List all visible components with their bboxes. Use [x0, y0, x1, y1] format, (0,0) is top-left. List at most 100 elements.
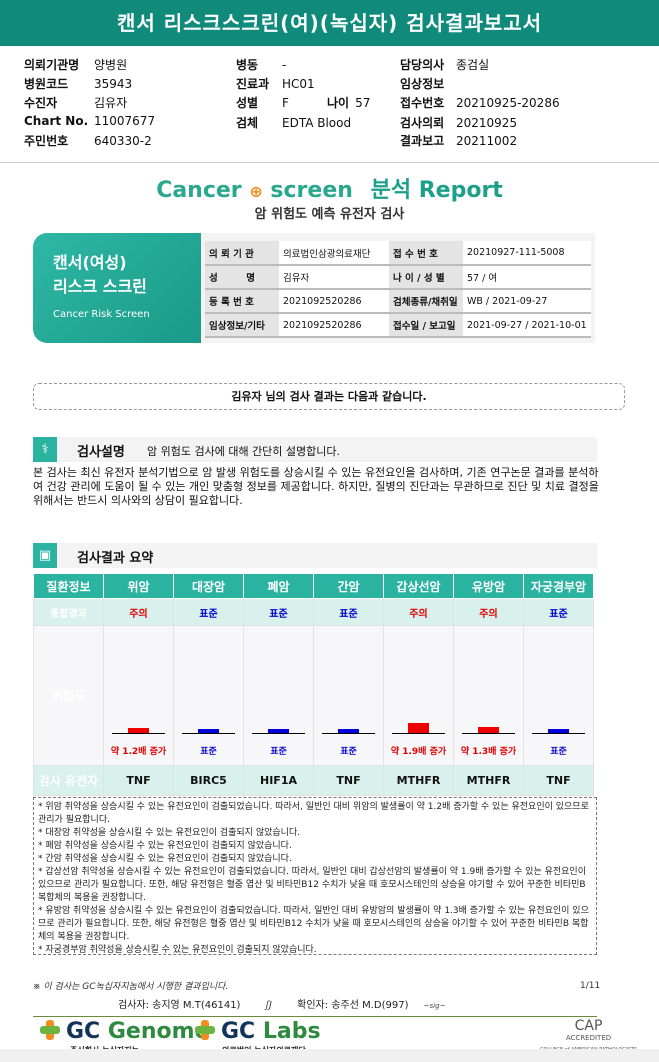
note-item: * 자궁경부암 취약성을 상승시킬 수 있는 유전요인이 검출되지 않았습니다. [38, 945, 317, 955]
info-label: 임상정보 [400, 77, 445, 91]
patient-value: 김유자 [279, 265, 389, 290]
patient-label: 나 이 / 성 별 [389, 265, 463, 290]
disease-header: 갑상선암 [383, 573, 454, 599]
gene-name: TNF [523, 765, 594, 796]
risk-bar [338, 729, 359, 733]
overall-result: 주의 [103, 598, 174, 626]
desc-section-header: ⚕ 검사설명 암 위험도 검사에 대해 간단히 설명합니다. [33, 437, 597, 462]
result-notes: * 위암 취약성을 상승시킬 수 있는 유전요인이 검출되었습니다. 따라서, … [33, 797, 597, 955]
info-field: 검체 EDTA Blood [236, 114, 351, 131]
info-label: 결과보고 [400, 134, 445, 148]
info-field: 병원코드 35943 [24, 75, 132, 92]
info-label: 의뢰기관명 [24, 58, 80, 72]
card-line2: 리스크 스크린 [53, 277, 147, 296]
risk-label: 표준 [550, 747, 567, 757]
gene-name: MTHFR [383, 765, 454, 796]
logo-report: 분석 Report [370, 178, 503, 203]
info-value: 20210925-20286 [456, 96, 560, 110]
patient-value: 20210927-111-5008 [463, 241, 591, 266]
risk-baseline [322, 694, 375, 734]
row-label-overall: 종합결과 [33, 598, 104, 626]
patient-label: 성 명 [205, 265, 279, 290]
patient-label: 접 수 번 호 [389, 241, 463, 266]
product-card: 캔서(여성) 리스크 스크린 Cancer Risk Screen [33, 233, 201, 343]
gc-labs-logo: GC Labs [195, 1019, 321, 1044]
results-table: 질환정보 위암 대장암 폐암 간암 갑상선암 유방암 자궁경부암 종합결과 주의 표준 표준 표준 주의… [33, 573, 594, 796]
risk-baseline [462, 694, 515, 734]
info-field: 병동 - [236, 56, 286, 73]
footer-divider [33, 1016, 597, 1017]
confirmer-signature-icon: ~sig~ [423, 1002, 446, 1010]
info-field: 진료과 HC01 [236, 75, 315, 92]
signatures: 검사자: 송지영 M.T(46141) ʃJ 확인자: 송주선 M.D(997)… [118, 996, 445, 1011]
info-label: 병동 [236, 58, 259, 72]
info-field: 주민번호 640330-2 [24, 132, 152, 149]
risk-bar [548, 729, 569, 733]
info-field: Chart No. 11007677 [24, 114, 155, 128]
note-item: * 위암 취약성을 상승시킬 수 있는 유전요인이 검출되었습니다. 따라서, … [38, 802, 589, 825]
tester-signature-icon: ʃJ [265, 1000, 272, 1011]
confirmer: 확인자: 송주선 M.D(997) [297, 1000, 409, 1011]
report-subtitle: 암 위험도 예측 유전자 검사 [254, 207, 405, 222]
logo-cancer: Cancer [156, 178, 242, 203]
gene-name: MTHFR [453, 765, 524, 796]
desc-text: 본 검사는 최신 유전자 분석기법으로 암 발생 위험도를 상승시킬 수 있는 … [33, 466, 599, 507]
bottom-bar [0, 1049, 659, 1062]
info-value: 11007677 [94, 114, 156, 128]
card-en: Cancer Risk Screen [53, 309, 150, 320]
info-value: EDTA Blood [282, 116, 352, 130]
age-value: 57 [355, 96, 371, 110]
risk-cell: 표준 [243, 625, 314, 766]
patient-row: 성 명 김유자 나 이 / 성 별 57 / 여 [205, 265, 591, 290]
info-field: 의뢰기관명 양병원 [24, 56, 127, 73]
result-banner: 김유자 님의 검사 결과는 다음과 같습니다. [33, 383, 625, 410]
patient-row: 의 뢰 기 관 의료법인삼광의료재단 접 수 번 호 20210927-111-500… [205, 241, 591, 266]
divider [0, 162, 659, 163]
disease-header: 대장암 [173, 573, 244, 599]
risk-baseline [112, 694, 165, 734]
risk-label: 표준 [200, 747, 217, 757]
info-label: 검사의뢰 [400, 116, 445, 130]
summary-title: 검사결과 요약 [77, 551, 154, 566]
logo-screen: screen [270, 178, 353, 203]
patient-label: 의 뢰 기 관 [205, 241, 279, 266]
risk-baseline [252, 694, 305, 734]
row-label-disease: 질환정보 [33, 573, 104, 599]
desc-title: 검사설명 [77, 445, 125, 460]
patient-label: 등 록 번 호 [205, 289, 279, 314]
patient-value: 2021-09-27 / 2021-10-01 [463, 313, 591, 338]
gene-name: TNF [313, 765, 384, 796]
risk-label: 표준 [340, 747, 357, 757]
patient-label: 검체종류/채취일 [389, 289, 463, 314]
info-value: 양병원 [94, 58, 128, 72]
gene-name: BIRC5 [173, 765, 244, 796]
risk-bar [198, 729, 219, 733]
info-value: 640330-2 [94, 134, 152, 148]
patient-label: 임상정보/기타 [205, 313, 279, 338]
overall-result: 표준 [243, 598, 314, 626]
tester: 검사자: 송지영 M.T(46141) [118, 1000, 241, 1011]
info-field: 임상정보 [400, 75, 456, 92]
footer-note: ※ 이 검사는 GC녹십자지놈에서 시행한 결과입니다. [33, 982, 229, 992]
risk-bar [268, 729, 289, 733]
row-label-risk: 위험도 [33, 625, 104, 766]
note-item: * 대장암 취약성을 상승시킬 수 있는 유전요인이 검출되지 않았습니다. [38, 828, 301, 838]
overall-result: 표준 [173, 598, 244, 626]
info-value: - [282, 58, 287, 72]
info-field: 결과보고 20211002 [400, 132, 517, 149]
gc-cross-icon [40, 1020, 60, 1040]
risk-cell: 표준 [523, 625, 594, 766]
info-label: 담당의사 [400, 58, 445, 72]
info-label: 병원코드 [24, 77, 69, 91]
risk-cell: 표준 [173, 625, 244, 766]
info-field: 접수번호 20210925-20286 [400, 94, 560, 111]
page-number: 1/11 [580, 981, 601, 991]
risk-label: 표준 [270, 747, 287, 757]
patient-value: 의료법인삼광의료재단 [279, 241, 389, 266]
risk-cell: 표준 [313, 625, 384, 766]
info-value: 종검실 [456, 58, 490, 72]
logo-risk-plus-icon: ⊕ [249, 182, 263, 201]
overall-result: 주의 [453, 598, 524, 626]
patient-value: WB / 2021-09-27 [463, 289, 591, 314]
card-line1: 캔서(여성) [53, 253, 127, 272]
